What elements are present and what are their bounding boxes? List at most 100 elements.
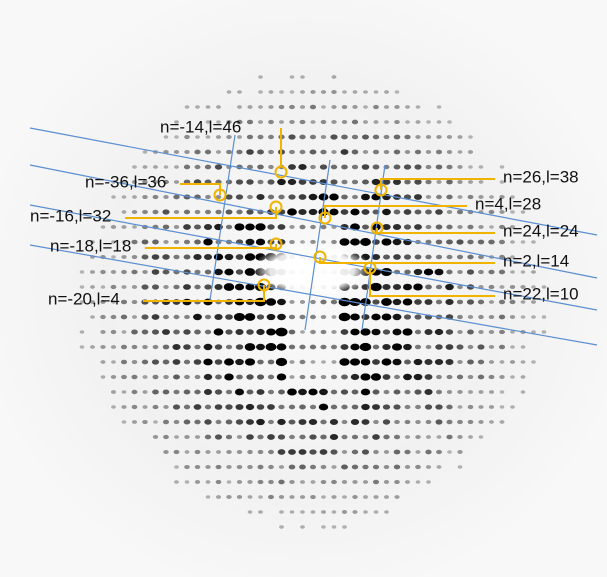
spot [184, 405, 190, 410]
spot [331, 465, 336, 469]
spot [226, 495, 231, 499]
spot [268, 105, 273, 109]
spot [185, 480, 190, 483]
spot [405, 420, 411, 424]
spot-label: n=2,l=14 [503, 251, 569, 270]
spot [205, 465, 210, 469]
spot [478, 375, 484, 380]
spot [331, 240, 337, 244]
spot [405, 480, 410, 484]
spot [277, 343, 287, 350]
spot [268, 195, 274, 200]
spot [435, 404, 442, 409]
spot [415, 150, 421, 155]
spot [225, 404, 232, 409]
spot [394, 150, 400, 155]
spot [489, 330, 494, 334]
spot [258, 75, 263, 78]
spot [184, 375, 190, 379]
spot [111, 330, 117, 334]
spot [205, 195, 211, 199]
spot [299, 435, 305, 440]
spot [174, 165, 179, 169]
spot [394, 480, 400, 484]
spot [215, 359, 223, 365]
spot [415, 314, 422, 319]
spot [278, 434, 285, 439]
spot [330, 419, 338, 425]
spot [184, 315, 190, 319]
spot [194, 420, 200, 425]
spot [382, 358, 392, 365]
spot [237, 465, 243, 469]
spot [352, 180, 358, 185]
spot [279, 465, 284, 469]
spot [342, 510, 347, 514]
spot [521, 240, 526, 243]
spot [489, 390, 494, 394]
spot [393, 404, 400, 409]
spot [341, 375, 348, 380]
spot [510, 315, 515, 319]
spot [319, 404, 328, 411]
spot [488, 240, 495, 245]
spot [246, 209, 253, 214]
spot [174, 435, 179, 439]
spot [352, 510, 357, 514]
spot [258, 450, 264, 454]
spot [163, 195, 168, 199]
spot [289, 345, 295, 350]
spot [372, 299, 379, 304]
spot [332, 525, 337, 528]
spot [352, 105, 357, 109]
spot [288, 164, 296, 170]
spot [236, 404, 244, 410]
spot [131, 270, 137, 275]
spot [226, 180, 232, 185]
spot [173, 285, 179, 290]
spot [331, 345, 337, 350]
spot [382, 238, 392, 245]
spot [362, 134, 369, 139]
spot [237, 90, 242, 94]
spot [404, 314, 411, 319]
spot [363, 510, 368, 514]
spot [415, 209, 422, 214]
spot [426, 345, 432, 349]
spot [341, 165, 348, 170]
spot [195, 165, 201, 169]
spot [415, 120, 420, 124]
spot [184, 360, 190, 365]
spot [256, 344, 265, 351]
spot [111, 405, 116, 409]
spot [266, 328, 276, 335]
spot [447, 120, 452, 123]
spot [194, 404, 202, 410]
spot [521, 345, 526, 348]
spot [426, 225, 432, 229]
spot [163, 225, 170, 230]
spot [173, 255, 179, 260]
spot [488, 270, 494, 275]
spot [479, 165, 484, 168]
spot [405, 435, 410, 439]
spot [205, 405, 211, 410]
spot [436, 300, 442, 305]
spot [341, 344, 349, 350]
spot [289, 225, 294, 229]
spot [447, 255, 453, 259]
spot [163, 375, 169, 379]
spot [268, 465, 274, 469]
spot [143, 165, 148, 169]
spot [373, 450, 379, 454]
spot [215, 210, 221, 215]
spot [246, 329, 254, 335]
spot [215, 375, 222, 380]
spot [268, 420, 274, 424]
spot [289, 150, 295, 154]
spot [457, 135, 462, 139]
spot [100, 345, 105, 349]
spot [394, 435, 400, 440]
spot [310, 465, 316, 469]
spot [436, 390, 442, 394]
